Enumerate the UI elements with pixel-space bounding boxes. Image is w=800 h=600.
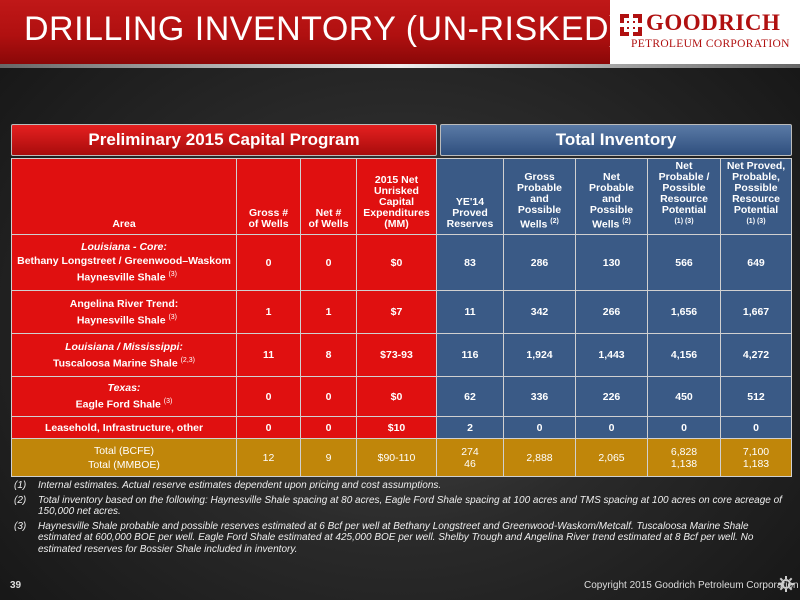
col-net-proved-resource: Net Proved, Probable, Possible Resource Pote… (720, 158, 792, 235)
value-cell: 0 (720, 416, 792, 439)
gear-icon (778, 576, 794, 592)
value-cell: 512 (720, 376, 792, 417)
header-divider (0, 64, 800, 68)
logo-subtitle: PETROLEUM CORPORATION (631, 38, 790, 50)
value-cell: 83 (436, 234, 504, 291)
value-cell: 6,828 1,138 (647, 438, 721, 477)
value-cell: $90-110 (356, 438, 437, 477)
col-net-probable-resource: Net Probable / Possible Resource Potential (1… (647, 158, 721, 235)
value-cell: $10 (356, 416, 437, 439)
value-cell: 1 (300, 290, 357, 334)
capital-program-band: Preliminary 2015 Capital Program (11, 124, 437, 156)
footnote: (1) Internal estimates. Actual reserve es… (14, 480, 442, 491)
page-number: 39 (10, 580, 22, 591)
total-row: Total (BCFE) Total (MMBOE) 12 9 $90-110 2… (11, 438, 792, 477)
value-cell: $7 (356, 290, 437, 334)
value-cell: 130 (575, 234, 648, 291)
inventory-table: Area Gross # of Wells Net # of Wells 2015 … (11, 158, 792, 477)
table-row: Leasehold, Infrastructure, other 0 0 $10… (11, 416, 792, 439)
col-gross-wells: Gross # of Wells (236, 158, 301, 235)
value-cell: 0 (575, 416, 648, 439)
value-cell: 286 (503, 234, 576, 291)
footnotes: (1) Internal estimates. Actual reserve es… (14, 480, 784, 558)
value-cell: 342 (503, 290, 576, 334)
value-cell: 566 (647, 234, 721, 291)
area-cell: Texas: Eagle Ford Shale (3) (11, 376, 237, 417)
value-cell: 0 (503, 416, 576, 439)
col-net-probable-possible: Net Probable and Possible Wells (2) (575, 158, 648, 235)
value-cell: 226 (575, 376, 648, 417)
page-title: DRILLING INVENTORY (UN-RISKED) (24, 10, 621, 48)
value-cell: 450 (647, 376, 721, 417)
total-inventory-band: Total Inventory (440, 124, 792, 156)
value-cell: 11 (236, 333, 301, 377)
table-row: Louisiana - Core: Bethany Longstreet / G… (11, 234, 792, 291)
value-cell: 0 (300, 416, 357, 439)
value-cell: 62 (436, 376, 504, 417)
value-cell: 8 (300, 333, 357, 377)
footnote: (2) Total inventory based on the followin… (14, 494, 782, 518)
value-cell: 1 (236, 290, 301, 334)
value-cell: 649 (720, 234, 792, 291)
value-cell: 0 (236, 234, 301, 291)
value-cell: 0 (236, 416, 301, 439)
value-cell: 7,100 1,183 (720, 438, 792, 477)
value-cell: $0 (356, 376, 437, 417)
value-cell: 4,272 (720, 333, 792, 377)
value-cell: $0 (356, 234, 437, 291)
value-cell: 266 (575, 290, 648, 334)
value-cell: 0 (236, 376, 301, 417)
value-cell: 2,065 (575, 438, 648, 477)
value-cell: 1,443 (575, 333, 648, 377)
col-net-wells: Net # of Wells (300, 158, 357, 235)
logo-name: GOODRICH (646, 10, 781, 35)
col-capex: 2015 Net Unrisked Capital Expenditures (MM) (356, 158, 437, 235)
value-cell: 1,656 (647, 290, 721, 334)
value-cell: 11 (436, 290, 504, 334)
value-cell: 274 46 (436, 438, 504, 477)
value-cell: 1,667 (720, 290, 792, 334)
value-cell: 0 (647, 416, 721, 439)
area-cell: Leasehold, Infrastructure, other (11, 416, 237, 439)
col-area: Area (11, 158, 237, 235)
value-cell: 1,924 (503, 333, 576, 377)
value-cell: 4,156 (647, 333, 721, 377)
value-cell: 336 (503, 376, 576, 417)
value-cell: 116 (436, 333, 504, 377)
value-cell: $73-93 (356, 333, 437, 377)
col-proved-reserves: YE'14 Proved Reserves (436, 158, 504, 235)
area-cell: Angelina River Trend: Haynesville Shale … (11, 290, 237, 334)
table-row: Louisiana / Mississippi: Tuscaloosa Mari… (11, 333, 792, 377)
table-row: Angelina River Trend: Haynesville Shale … (11, 290, 792, 334)
col-gross-probable-possible: Gross Probable and Possible Wells (2) (503, 158, 576, 235)
copyright: Copyright 2015 Goodrich Petroleum Corpor… (584, 580, 799, 591)
value-cell: 9 (300, 438, 357, 477)
area-cell: Louisiana - Core: Bethany Longstreet / G… (11, 234, 237, 291)
value-cell: 2,888 (503, 438, 576, 477)
total-label-cell: Total (BCFE) Total (MMBOE) (11, 438, 237, 477)
value-cell: 0 (300, 234, 357, 291)
header-row: Area Gross # of Wells Net # of Wells 2015 … (11, 158, 792, 235)
goodrich-logo-icon (620, 14, 642, 36)
table-row: Texas: Eagle Ford Shale (3) 0 0 $0 62 33… (11, 376, 792, 417)
value-cell: 0 (300, 376, 357, 417)
area-cell: Louisiana / Mississippi: Tuscaloosa Mari… (11, 333, 237, 377)
value-cell: 12 (236, 438, 301, 477)
footnote: (3) Haynesville Shale probable and possib… (14, 520, 754, 555)
value-cell: 2 (436, 416, 504, 439)
